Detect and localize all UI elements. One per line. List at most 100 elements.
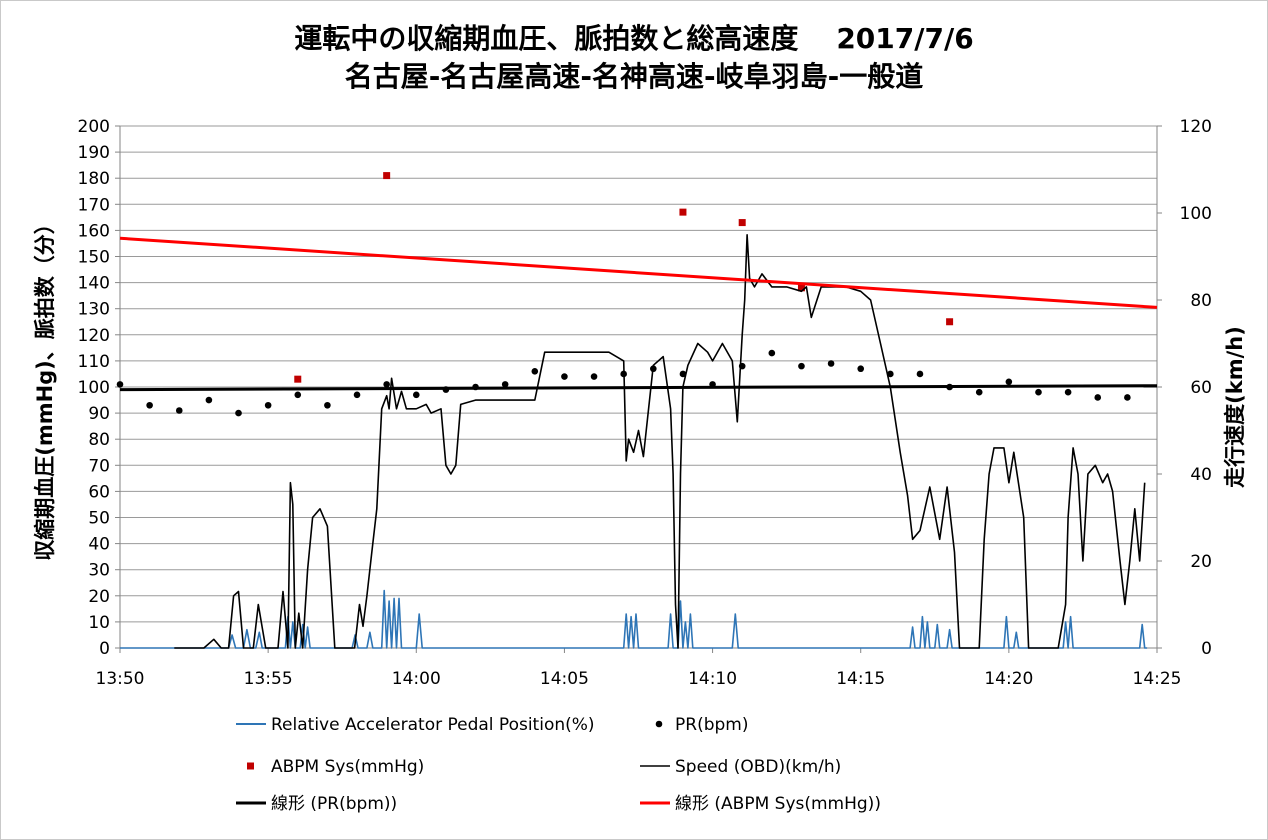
- abpm-point: [294, 375, 302, 383]
- y-tick-label: 110: [78, 352, 110, 372]
- pr-point: [887, 370, 894, 378]
- y-tick-label: 190: [78, 143, 110, 163]
- legend-item: PR(bpm): [655, 715, 748, 735]
- gridlines: [120, 125, 1157, 623]
- pr-point: [679, 370, 687, 378]
- y-tick-label: 90: [88, 404, 110, 424]
- y-tick-label: 0: [99, 639, 110, 659]
- pr-point: [501, 381, 509, 388]
- y-tick-label: 120: [78, 326, 110, 346]
- pedal-position-line: [120, 589, 1148, 649]
- x-tick-label: 13:50: [96, 669, 145, 689]
- y-tick-label: 80: [88, 430, 110, 450]
- y-tick-label: 60: [88, 482, 110, 502]
- pr-point: [116, 381, 124, 388]
- y2-tick-label: 40: [1190, 465, 1212, 485]
- y-ticks-right: 0 20 40 60 80 100 120: [1157, 117, 1212, 659]
- pr-point: [1035, 388, 1042, 396]
- legend-item: ABPM Sys(mmHg): [247, 757, 424, 777]
- pr-point: [235, 409, 242, 417]
- abpm-point: [946, 318, 954, 326]
- title-date: 2017/7/6: [836, 22, 974, 55]
- x-ticks: 13:50 13:55 14:00 14:05 14:10 14:15 14:20 14:25: [96, 648, 1182, 689]
- pr-point: [1094, 394, 1102, 401]
- legend-label: Speed (OBD)(km/h): [675, 757, 841, 777]
- pr-point: [146, 401, 153, 409]
- y-tick-label: 20: [88, 587, 110, 607]
- pr-point: [590, 373, 598, 380]
- x-tick-label: 14:10: [688, 669, 737, 689]
- legend-item: Relative Accelerator Pedal Position(%): [236, 715, 595, 735]
- y-tick-label: 130: [78, 300, 110, 320]
- x-tick-label: 14:20: [984, 669, 1033, 689]
- y-tick-label: 30: [88, 561, 110, 581]
- y2-tick-label: 0: [1201, 639, 1212, 659]
- legend-label: 線形 (ABPM Sys(mmHg)): [675, 794, 881, 814]
- legend-label: Relative Accelerator Pedal Position(%): [271, 715, 595, 735]
- legend-label: ABPM Sys(mmHg): [271, 757, 424, 777]
- abpm-point: [738, 219, 746, 227]
- y2-tick-label: 80: [1190, 291, 1212, 311]
- legend-label: PR(bpm): [675, 715, 748, 735]
- chart-subtitle: 名古屋-名古屋高速-名神高速-岐阜羽島-一般道: [344, 60, 924, 93]
- y-axis-title: 収縮期血圧(mmHg)、脈拍数（分）: [33, 213, 57, 561]
- pr-point: [798, 362, 805, 370]
- y2-axis-title: 走行速度(km/h): [1223, 326, 1247, 488]
- title-text: 運転中の収縮期血圧、脈拍数と総高速度: [294, 22, 799, 55]
- abpm-point: [383, 172, 391, 180]
- legend-item: 線形 (ABPM Sys(mmHg)): [640, 794, 881, 814]
- pr-point: [768, 349, 776, 357]
- abpm-trendline: [119, 236, 1158, 309]
- pr-point: [916, 370, 924, 378]
- legend-item: 線形 (PR(bpm)): [236, 794, 397, 814]
- y-tick-label: 200: [78, 117, 110, 137]
- pr-point: [175, 407, 183, 414]
- y-tick-label: 170: [78, 195, 110, 215]
- x-tick-label: 14:15: [836, 669, 885, 689]
- abpm-point: [797, 284, 805, 292]
- pr-point: [1064, 388, 1072, 396]
- title-line-1: 運転中の収縮期血圧、脈拍数と総高速度 2017/7/6: [0, 20, 1268, 58]
- x-tick-label: 14:00: [392, 669, 441, 689]
- y-tick-label: 70: [88, 456, 110, 476]
- y-tick-label: 180: [78, 169, 110, 189]
- legend-swatch: [655, 720, 663, 728]
- y-ticks-left: 0 10 20 30 40 50 60 70 80 90 100 110 120 130 140 150 160…: [78, 117, 120, 659]
- pr-point: [827, 360, 835, 367]
- pr-point: [531, 368, 539, 375]
- y2-tick-label: 120: [1180, 117, 1212, 137]
- pr-point: [1005, 378, 1013, 386]
- series-2: [294, 172, 954, 383]
- pr-point: [383, 381, 390, 388]
- y-tick-label: 50: [88, 509, 110, 529]
- pr-point: [205, 396, 213, 404]
- pr-trendline: [119, 384, 1158, 392]
- y2-tick-label: 60: [1190, 378, 1212, 398]
- series-5: [119, 236, 1158, 309]
- pr-point: [294, 391, 302, 399]
- legend-item: Speed (OBD)(km/h): [640, 757, 841, 777]
- series-0: [120, 589, 1148, 649]
- x-tick-label: 14:25: [1133, 669, 1182, 689]
- y2-tick-label: 100: [1180, 204, 1212, 224]
- y-tick-label: 150: [78, 248, 110, 268]
- pr-point: [857, 365, 865, 373]
- y-tick-label: 40: [88, 535, 110, 555]
- x-tick-label: 14:05: [540, 669, 589, 689]
- pr-point: [561, 373, 568, 380]
- pr-point: [353, 391, 361, 399]
- x-tick-label: 13:55: [244, 669, 293, 689]
- pr-point: [324, 401, 331, 409]
- series-4: [119, 384, 1158, 392]
- legend-label: 線形 (PR(bpm)): [271, 794, 397, 814]
- pr-point: [1124, 394, 1131, 401]
- pr-point: [975, 388, 983, 396]
- y2-tick-label: 20: [1190, 552, 1212, 572]
- legend: Relative Accelerator Pedal Position(%) PR…: [236, 715, 881, 814]
- legend-swatch: [247, 762, 254, 770]
- y-tick-label: 140: [78, 274, 110, 294]
- y-tick-label: 160: [78, 221, 110, 241]
- pr-point: [412, 391, 420, 399]
